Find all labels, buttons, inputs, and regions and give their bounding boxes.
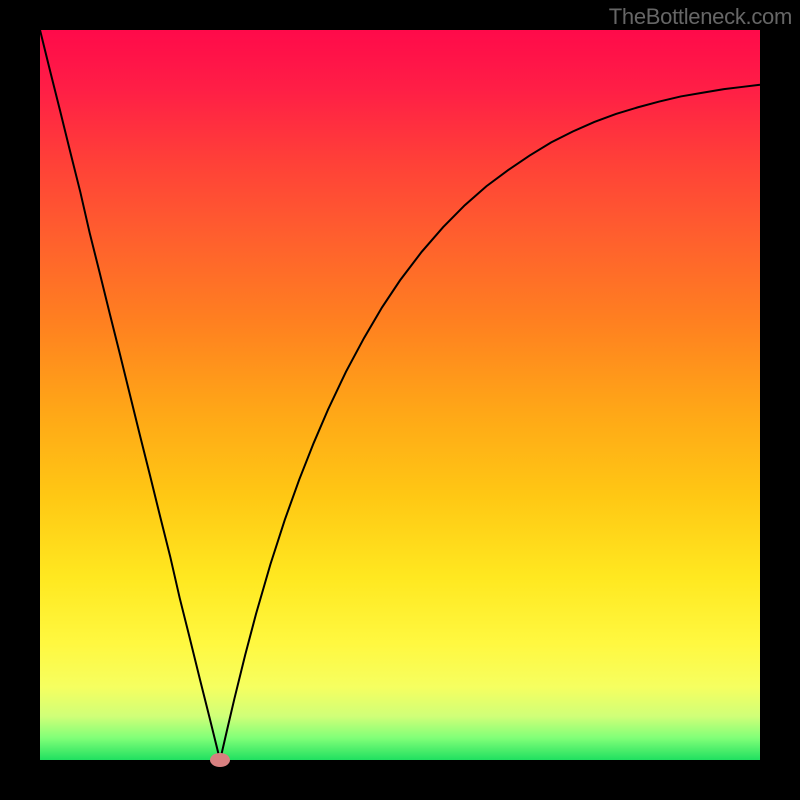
watermark-text: TheBottleneck.com xyxy=(609,4,792,30)
chart-container: TheBottleneck.com xyxy=(0,0,800,800)
chart-svg xyxy=(0,0,800,800)
plot-background xyxy=(40,30,760,760)
optimum-marker xyxy=(210,753,230,767)
